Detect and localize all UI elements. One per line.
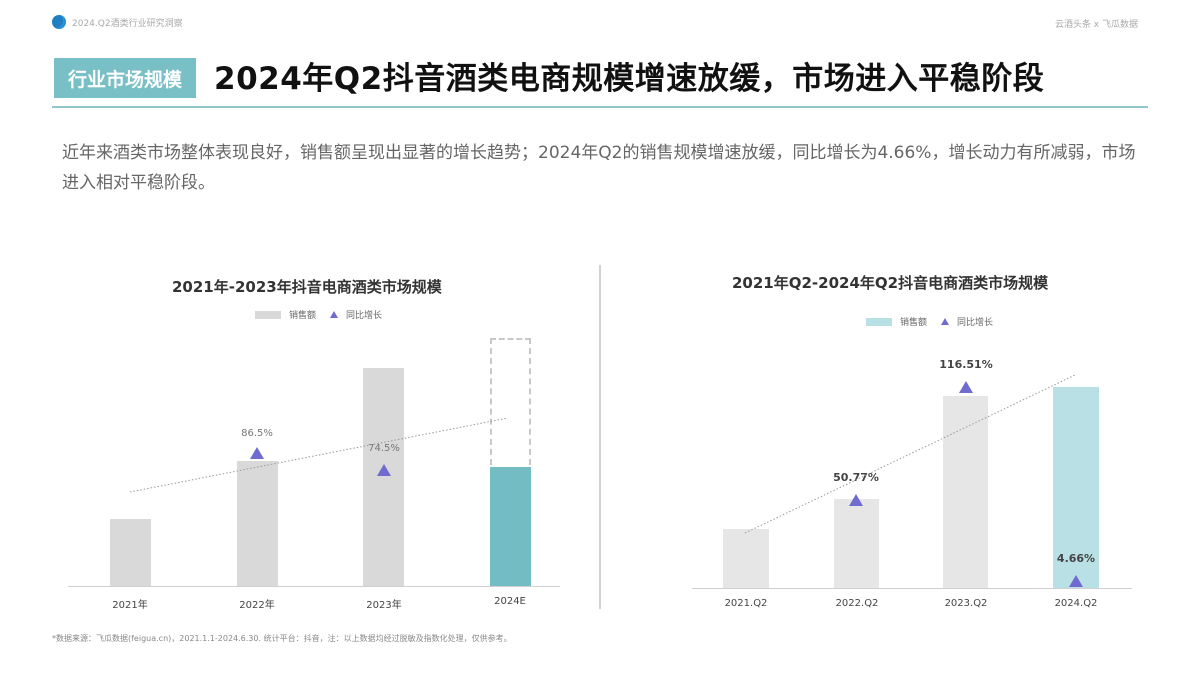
data-source-footnote: *数据来源：飞瓜数据(feigua.cn)，2021.1.1-2024.6.30… <box>52 634 512 643</box>
logo-icon <box>52 15 66 29</box>
growth-marker-2023Q2 <box>959 381 973 393</box>
legend-label-sales: 销售额 <box>289 311 317 321</box>
summary-paragraph: 近年来酒类市场整体表现良好，销售额呈现出显著的增长趋势；2024年Q2的销售规模… <box>62 143 1136 193</box>
legend-label-sales: 销售额 <box>900 318 928 328</box>
x-axis <box>68 586 560 587</box>
chart-title: 2021年-2023年抖音电商酒类市场规模 <box>172 278 442 296</box>
x-label: 2024E <box>494 596 526 607</box>
section-tag: 行业市场规模 <box>54 58 196 98</box>
trendline-annual <box>129 417 509 493</box>
x-label: 2022年 <box>239 600 275 611</box>
bar-2023 <box>363 368 404 586</box>
x-axis <box>692 588 1132 589</box>
x-label: 2021年 <box>112 600 148 611</box>
bar-2023Q2 <box>943 396 988 588</box>
topbar-brand: 2024.Q2酒类行业研究洞察 <box>52 15 183 29</box>
growth-label-2024Q2: 4.66% <box>1056 552 1096 565</box>
legend-label-growth: 同比增长 <box>957 318 994 328</box>
growth-label-2022: 86.5% <box>241 428 273 439</box>
growth-marker-2022Q2 <box>849 494 863 506</box>
chart-legend: 销售额 同比增长 <box>866 315 993 328</box>
growth-marker-2023 <box>377 464 391 476</box>
x-label: 2023年 <box>366 600 402 611</box>
bar-2024E <box>490 467 531 586</box>
chart-legend: 销售额 同比增长 <box>255 308 382 321</box>
trendline-q2 <box>744 374 1076 534</box>
report-name: 2024.Q2酒类行业研究洞察 <box>72 18 183 29</box>
growth-label-2023: 74.5% <box>368 443 400 454</box>
triangle-icon <box>941 318 950 325</box>
growth-label-2023Q2: 116.51% <box>939 358 993 371</box>
growth-label-2022Q2: 50.77% <box>833 471 879 484</box>
chart-title: 2021年Q2-2024年Q2抖音电商酒类市场规模 <box>732 274 1049 292</box>
legend-label-growth: 同比增长 <box>346 311 383 321</box>
bar-2022Q2 <box>834 499 879 588</box>
chart-divider <box>599 265 601 609</box>
bar-2022 <box>237 461 278 586</box>
growth-marker-2024Q2 <box>1069 575 1083 587</box>
growth-marker-2022 <box>250 447 264 459</box>
bar-2021 <box>110 519 151 586</box>
bar-2021Q2 <box>723 529 769 588</box>
partner-credit: 云酒头条 x 飞瓜数据 <box>1054 20 1138 30</box>
triangle-icon <box>330 311 339 318</box>
x-label: 2021.Q2 <box>724 598 768 609</box>
legend-swatch-sales <box>866 317 892 326</box>
page-header: 行业市场规模 2024年Q2抖音酒类电商规模增速放缓，市场进入平稳阶段 <box>52 56 1148 108</box>
x-label: 2023.Q2 <box>944 598 988 609</box>
header-divider <box>52 106 1148 108</box>
x-label: 2022.Q2 <box>835 598 879 609</box>
x-label: 2024.Q2 <box>1054 598 1098 609</box>
page-title: 2024年Q2抖音酒类电商规模增速放缓，市场进入平稳阶段 <box>214 61 1045 97</box>
legend-swatch-sales <box>255 310 281 319</box>
